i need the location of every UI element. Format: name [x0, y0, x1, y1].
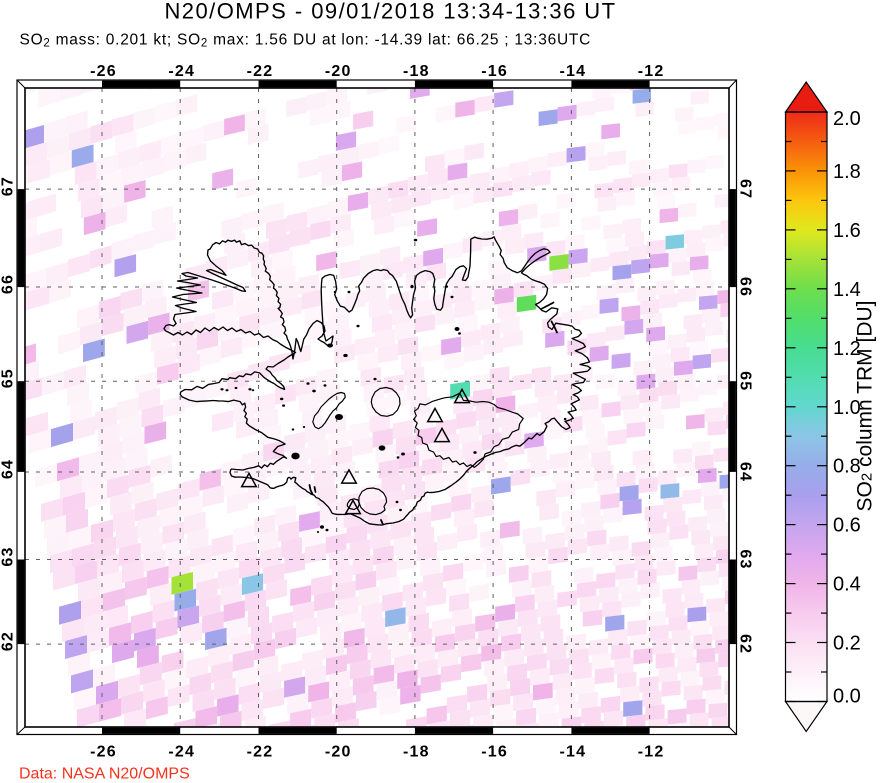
svg-text:2.0: 2.0 — [833, 108, 861, 130]
svg-text:Data: NASA N20/OMPS: Data: NASA N20/OMPS — [19, 766, 190, 783]
svg-text:66: 66 — [737, 277, 754, 297]
svg-text:-20: -20 — [325, 63, 352, 80]
svg-text:SO2 mass: 0.201 kt; SO2 max: 1: SO2 mass: 0.201 kt; SO2 max: 1.56 DU at … — [20, 32, 592, 50]
svg-text:-12: -12 — [638, 63, 665, 80]
svg-text:1.2: 1.2 — [833, 338, 861, 360]
svg-text:SO2 column TRM [DU]: SO2 column TRM [DU] — [854, 301, 877, 512]
svg-text:-16: -16 — [481, 744, 508, 761]
svg-text:-12: -12 — [638, 744, 665, 761]
svg-text:-26: -26 — [90, 63, 117, 80]
svg-text:1.0: 1.0 — [833, 397, 861, 419]
svg-text:-18: -18 — [403, 63, 430, 80]
svg-text:-24: -24 — [168, 744, 195, 761]
svg-text:1.4: 1.4 — [833, 279, 861, 301]
svg-text:65: 65 — [737, 371, 754, 391]
svg-text:0.4: 0.4 — [833, 574, 861, 596]
svg-text:N20/OMPS - 09/01/2018 13:34-13: N20/OMPS - 09/01/2018 13:34-13:36 UT — [164, 0, 616, 24]
svg-text:-18: -18 — [403, 744, 430, 761]
svg-text:0.2: 0.2 — [833, 633, 861, 655]
svg-text:1.6: 1.6 — [833, 220, 861, 242]
svg-text:-16: -16 — [481, 63, 508, 80]
svg-text:62: 62 — [0, 631, 17, 651]
svg-text:62: 62 — [737, 634, 754, 654]
svg-text:-24: -24 — [168, 63, 195, 80]
svg-text:-22: -22 — [247, 63, 274, 80]
svg-text:0.6: 0.6 — [833, 515, 861, 537]
svg-text:64: 64 — [737, 462, 754, 482]
svg-text:63: 63 — [0, 546, 17, 566]
svg-text:65: 65 — [0, 368, 17, 388]
svg-text:1.8: 1.8 — [833, 161, 861, 183]
svg-text:-14: -14 — [560, 744, 587, 761]
svg-text:63: 63 — [737, 549, 754, 569]
svg-text:66: 66 — [0, 274, 17, 294]
svg-text:-20: -20 — [325, 744, 352, 761]
svg-text:-22: -22 — [247, 744, 274, 761]
svg-text:67: 67 — [737, 179, 754, 199]
svg-text:0.0: 0.0 — [833, 686, 861, 708]
svg-text:-14: -14 — [560, 63, 587, 80]
svg-text:0.8: 0.8 — [833, 456, 861, 478]
svg-text:-26: -26 — [90, 744, 117, 761]
svg-text:67: 67 — [0, 176, 17, 196]
svg-text:64: 64 — [0, 459, 17, 479]
